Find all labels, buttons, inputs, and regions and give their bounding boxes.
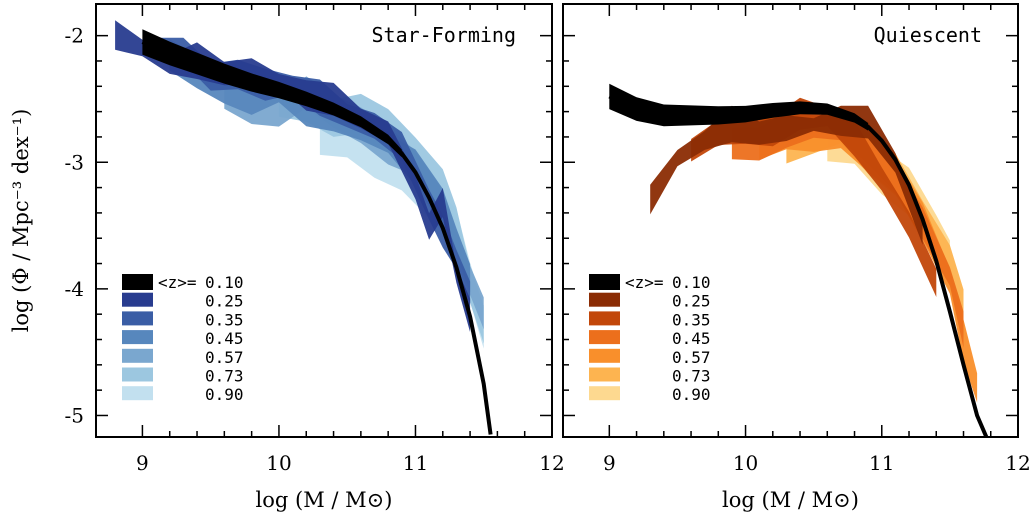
band-q-z035 xyxy=(691,97,937,297)
band-q-z025 xyxy=(650,105,923,245)
legend-label: 0.57 xyxy=(672,348,711,367)
legend-label: 0.57 xyxy=(205,348,244,367)
y-tick-label: -3 xyxy=(65,150,84,174)
legend-swatch-090 xyxy=(122,386,153,401)
legend-swatch-035 xyxy=(122,311,153,326)
legend-swatch-090 xyxy=(589,386,620,401)
panel-sf: 9 10 11 12 -2 -3 -4 -5 Star-Forming log (M / M⊙) l… xyxy=(9,3,565,512)
legend-swatch-073 xyxy=(589,367,620,382)
legend-swatch-025 xyxy=(589,292,620,307)
band-q-z010 xyxy=(609,83,869,131)
x-tick-label: 9 xyxy=(136,451,149,475)
band-sf-z045 xyxy=(169,39,471,293)
y-tick-label: -5 xyxy=(65,403,84,427)
x-axis-title-q: log (M / M⊙) xyxy=(722,488,859,512)
legend-swatch-010 xyxy=(122,274,153,290)
legend-swatch-045 xyxy=(122,330,153,345)
panel-q: 9 10 11 12 Quiescent log (M / M⊙) <z>= 0.100.25… xyxy=(562,3,1031,512)
legend-label: 0.10 xyxy=(672,273,711,292)
legend-label: 0.35 xyxy=(672,310,711,329)
legend-label: 0.90 xyxy=(672,385,711,404)
plot-area-sf xyxy=(115,20,493,435)
fit-line-sf xyxy=(141,40,493,435)
y-axis-title: log (Φ / Mpc⁻³ dex⁻¹) xyxy=(9,109,33,333)
legend-swatch-073 xyxy=(122,367,153,382)
legend-label: 0.45 xyxy=(205,329,244,348)
panel-title-q: Quiescent xyxy=(874,23,982,47)
legend-label: 0.73 xyxy=(672,367,711,386)
legend-sf: <z>= 0.100.250.350.450.570.730.90 xyxy=(122,273,244,404)
x-tick-label: 12 xyxy=(539,451,564,475)
x-axis-title-sf: log (M / M⊙) xyxy=(256,488,393,512)
legend-label: 0.35 xyxy=(205,310,244,329)
legend-swatch-010 xyxy=(589,274,620,290)
legend-header: <z>= xyxy=(625,273,664,292)
x-tick-label: 10 xyxy=(733,451,758,475)
legend-q: <z>= 0.100.250.350.450.570.730.90 xyxy=(589,273,711,404)
legend-swatch-057 xyxy=(122,348,153,363)
x-tick-label: 9 xyxy=(603,451,616,475)
y-tick-label: -2 xyxy=(65,24,84,48)
fit-line-q xyxy=(608,94,989,437)
y-tick-label: -4 xyxy=(65,277,84,301)
legend-label: 0.73 xyxy=(205,367,244,386)
x-tick-label: 10 xyxy=(266,451,291,475)
panel-title-sf: Star-Forming xyxy=(372,23,517,47)
x-tick-label: 11 xyxy=(403,451,428,475)
panel-frame-q xyxy=(562,3,1019,438)
legend-swatch-035 xyxy=(589,311,620,326)
plot-area-q xyxy=(608,83,989,437)
legend-swatch-045 xyxy=(589,330,620,345)
x-tick-label: 11 xyxy=(869,451,894,475)
panel-frame-sf xyxy=(95,3,553,438)
legend-label: 0.25 xyxy=(205,292,244,311)
band-sf-z010 xyxy=(142,29,402,158)
legend-label: 0.25 xyxy=(672,292,711,311)
legend-swatch-057 xyxy=(589,348,620,363)
legend-label: 0.45 xyxy=(672,329,711,348)
x-tick-label: 12 xyxy=(1005,451,1030,475)
legend-swatch-025 xyxy=(122,292,153,307)
legend-header: <z>= xyxy=(158,273,197,292)
legend-label: 0.10 xyxy=(205,273,244,292)
legend-label: 0.90 xyxy=(205,385,244,404)
